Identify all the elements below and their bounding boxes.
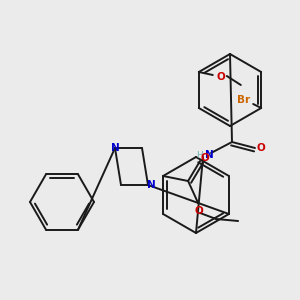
Text: O: O	[216, 72, 225, 82]
Text: O: O	[195, 206, 203, 216]
Text: N: N	[111, 143, 119, 153]
Text: O: O	[201, 153, 209, 163]
Text: Br: Br	[237, 95, 250, 105]
Text: O: O	[256, 143, 266, 153]
Text: N: N	[147, 180, 155, 190]
Text: H: H	[196, 151, 202, 160]
Text: N: N	[205, 150, 213, 160]
